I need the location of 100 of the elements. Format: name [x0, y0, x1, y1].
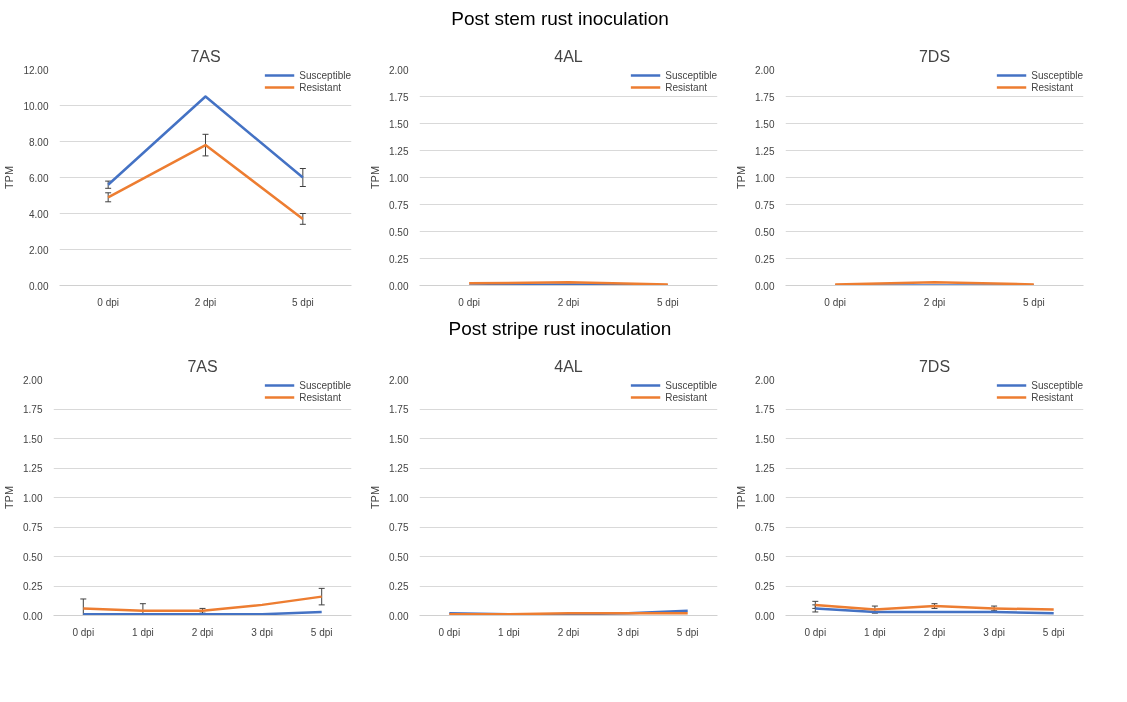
legend-label: Susceptible [299, 69, 351, 81]
y-tick-label: 0.75 [755, 522, 775, 533]
y-tick-label: 10.00 [23, 100, 49, 112]
x-tick-label: 5 dpi [676, 626, 699, 638]
y-tick-label: 12.00 [23, 64, 49, 76]
y-tick-label: 1.25 [23, 463, 43, 474]
y-axis-title: TPM [3, 485, 16, 510]
y-tick-label: 0.50 [389, 226, 409, 238]
y-tick-label: 0.75 [23, 522, 43, 533]
y-tick-label: 1.00 [23, 492, 43, 504]
y-tick-label: 0.75 [389, 199, 409, 211]
y-tick-label: 1.25 [755, 145, 775, 157]
y-tick-label: 2.00 [23, 374, 43, 386]
y-tick-label: 2.00 [755, 374, 775, 386]
legend-label: Resistant [1031, 81, 1073, 93]
x-tick-label: 2 dpi [191, 626, 214, 638]
x-tick-label: 1 dpi [864, 626, 886, 638]
y-tick-label: 1.50 [23, 433, 43, 445]
y-tick-label: 0.75 [389, 522, 409, 533]
y-tick-label: 1.50 [389, 433, 409, 445]
y-tick-label: 1.50 [755, 118, 775, 130]
y-tick-label: 1.50 [755, 433, 775, 445]
x-tick-label: 5 dpi [310, 626, 333, 638]
y-tick-label: 1.25 [389, 463, 409, 474]
x-tick-label: 5 dpi [1042, 626, 1065, 638]
legend-label: Susceptible [1031, 69, 1083, 81]
y-tick-label: 1.00 [755, 492, 775, 504]
x-tick-label: 5 dpi [291, 296, 314, 308]
x-tick-label: 3 dpi [251, 626, 273, 638]
y-tick-label: 0.00 [755, 280, 775, 292]
x-tick-label: 2 dpi [557, 626, 580, 638]
legend-label: Susceptible [665, 69, 717, 81]
x-tick-label: 0 dpi [458, 296, 481, 308]
legend-label: Susceptible [665, 379, 717, 391]
y-tick-label: 0.50 [755, 551, 775, 563]
y-tick-label: 1.25 [755, 463, 775, 474]
y-axis-title: TPM [369, 165, 382, 190]
y-tick-label: 8.00 [29, 136, 49, 148]
y-tick-label: 1.75 [389, 404, 409, 415]
y-tick-label: 4.00 [29, 208, 49, 220]
y-tick-label: 0.00 [29, 280, 49, 292]
chart-title: 7DS [918, 47, 951, 65]
chart-title: 7AS [187, 357, 218, 375]
y-axis-title: TPM [735, 165, 748, 190]
y-tick-label: 1.75 [23, 404, 43, 415]
y-tick-label: 1.00 [389, 172, 409, 184]
y-tick-label: 0.75 [755, 199, 775, 211]
legend-label: Resistant [665, 391, 707, 403]
y-tick-label: 0.25 [755, 581, 775, 592]
y-tick-label: 2.00 [389, 374, 409, 386]
y-axis-title: TPM [3, 165, 16, 190]
x-tick-label: 0 dpi [97, 296, 120, 308]
x-tick-label: 2 dpi [923, 296, 946, 308]
y-tick-label: 0.25 [23, 581, 43, 592]
y-tick-label: 0.25 [389, 253, 409, 265]
legend-label: Resistant [299, 81, 341, 93]
y-tick-label: 1.75 [755, 91, 775, 103]
legend-label: Resistant [665, 81, 707, 93]
y-axis-title: TPM [369, 485, 382, 510]
chart-title: 7DS [918, 357, 951, 375]
x-tick-label: 3 dpi [983, 626, 1005, 638]
x-tick-label: 0 dpi [438, 626, 461, 638]
text: Post stem rust inoculation [451, 7, 669, 31]
x-tick-label: 5 dpi [656, 296, 679, 308]
y-tick-label: 2.00 [755, 64, 775, 76]
x-tick-label: 0 dpi [804, 626, 827, 638]
y-tick-label: 2.00 [389, 64, 409, 76]
y-axis-title: TPM [735, 485, 748, 510]
chart-title: 4AL [554, 357, 583, 375]
y-tick-label: 0.50 [23, 551, 43, 563]
x-tick-label: 3 dpi [617, 626, 639, 638]
y-tick-label: 0.00 [755, 610, 775, 622]
legend-label: Susceptible [1031, 379, 1083, 391]
x-tick-label: 0 dpi [72, 626, 95, 638]
y-tick-label: 1.75 [389, 91, 409, 103]
y-tick-label: 1.75 [755, 404, 775, 415]
x-tick-label: 5 dpi [1022, 296, 1045, 308]
x-tick-label: 0 dpi [824, 296, 847, 308]
x-tick-label: 2 dpi [557, 296, 580, 308]
x-tick-label: 2 dpi [923, 626, 946, 638]
y-tick-label: 1.00 [389, 492, 409, 504]
x-tick-label: 1 dpi [498, 626, 520, 638]
y-tick-label: 1.50 [389, 118, 409, 130]
y-tick-label: 0.00 [389, 610, 409, 622]
y-tick-label: 0.25 [755, 253, 775, 265]
y-tick-label: 0.25 [389, 581, 409, 592]
text: Post stripe rust inoculation [448, 317, 672, 341]
y-tick-label: 0.00 [23, 610, 43, 622]
y-tick-label: 0.50 [389, 551, 409, 563]
y-tick-label: 1.25 [389, 145, 409, 157]
chart-title: 7AS [190, 47, 221, 65]
chart-title: 4AL [554, 47, 583, 65]
legend-label: Resistant [299, 391, 341, 403]
y-tick-label: 1.00 [755, 172, 775, 184]
x-tick-label: 1 dpi [132, 626, 154, 638]
x-tick-label: 2 dpi [194, 296, 217, 308]
y-tick-label: 6.00 [29, 172, 49, 184]
legend-label: Resistant [1031, 391, 1073, 403]
legend-label: Susceptible [299, 379, 351, 391]
y-tick-label: 0.50 [755, 226, 775, 238]
